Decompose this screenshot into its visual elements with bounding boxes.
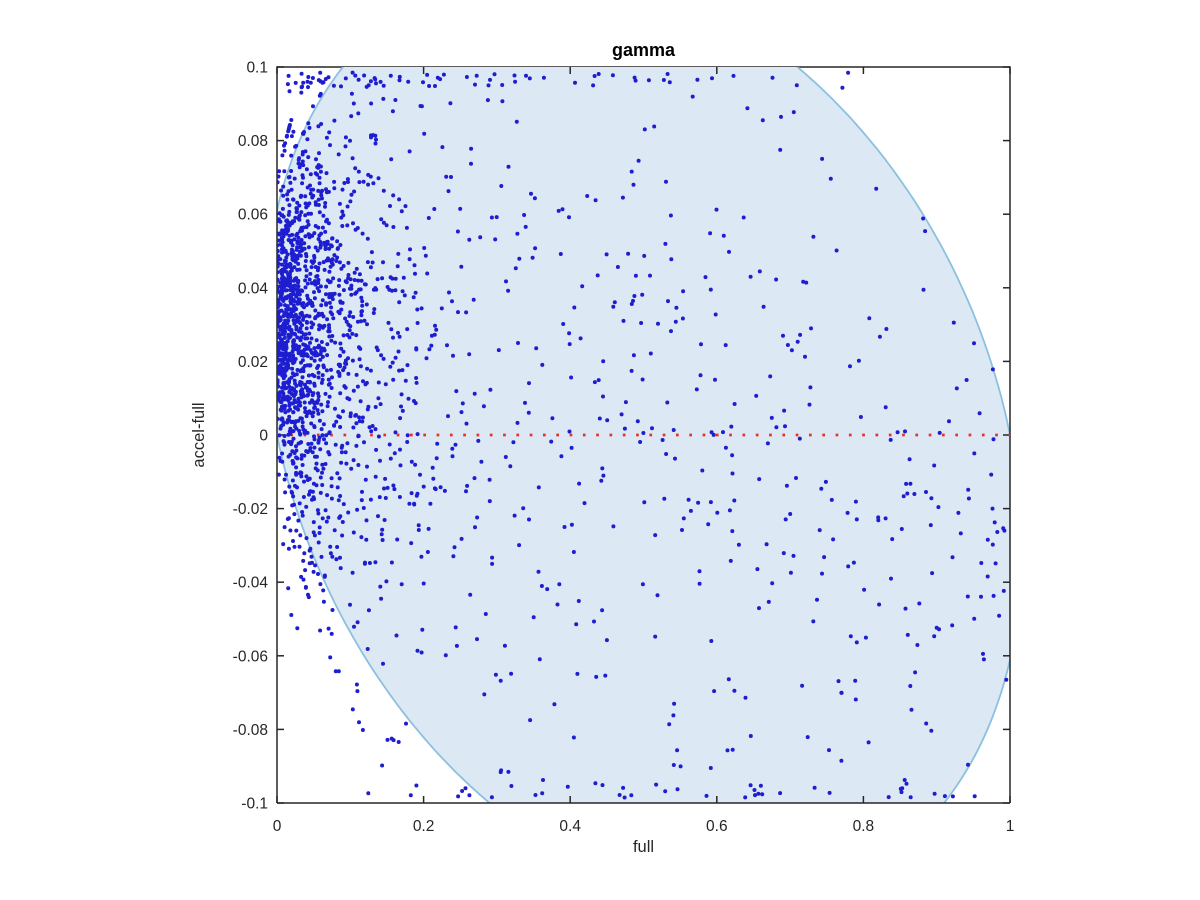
y-tick-label: 0.02: [238, 354, 268, 371]
x-tick-label: 0.4: [559, 818, 581, 835]
y-tick-label: -0.06: [233, 648, 268, 665]
x-axis-label: full: [633, 838, 654, 856]
y-tick-label: -0.1: [241, 796, 268, 813]
y-axis-label: accel-full: [190, 402, 208, 467]
y-tick-label: 0.1: [246, 60, 268, 77]
tick-labels: 0 0.2 0.4 0.6 0.8 1 0.1 0.08 0.06 0.04 0.02 0 -0.02 -…: [233, 60, 1015, 836]
chart-layers: 0 0.2 0.4 0.6 0.8 1 0.1 0.08 0.06 0.04 0.02 0 -0.02 -…: [233, 60, 1015, 836]
y-tick-label: -0.04: [233, 575, 269, 592]
x-tick-label: 0: [273, 818, 282, 835]
y-tick-label: 0.06: [238, 207, 268, 224]
confidence-band: [277, 67, 1010, 803]
x-tick-label: 0.2: [413, 818, 435, 835]
scatter-points: [277, 70, 1009, 800]
x-tick-label: 0.6: [706, 818, 728, 835]
x-tick-label: 1: [1006, 818, 1015, 835]
x-tick-label: 0.8: [853, 818, 875, 835]
y-tick-label: 0.08: [238, 133, 268, 150]
y-tick-label: -0.02: [233, 501, 268, 518]
y-tick-label: 0.04: [238, 280, 269, 297]
y-tick-label: -0.08: [233, 722, 268, 739]
chart-title: gamma: [612, 40, 676, 60]
y-tick-label: 0: [259, 428, 268, 445]
